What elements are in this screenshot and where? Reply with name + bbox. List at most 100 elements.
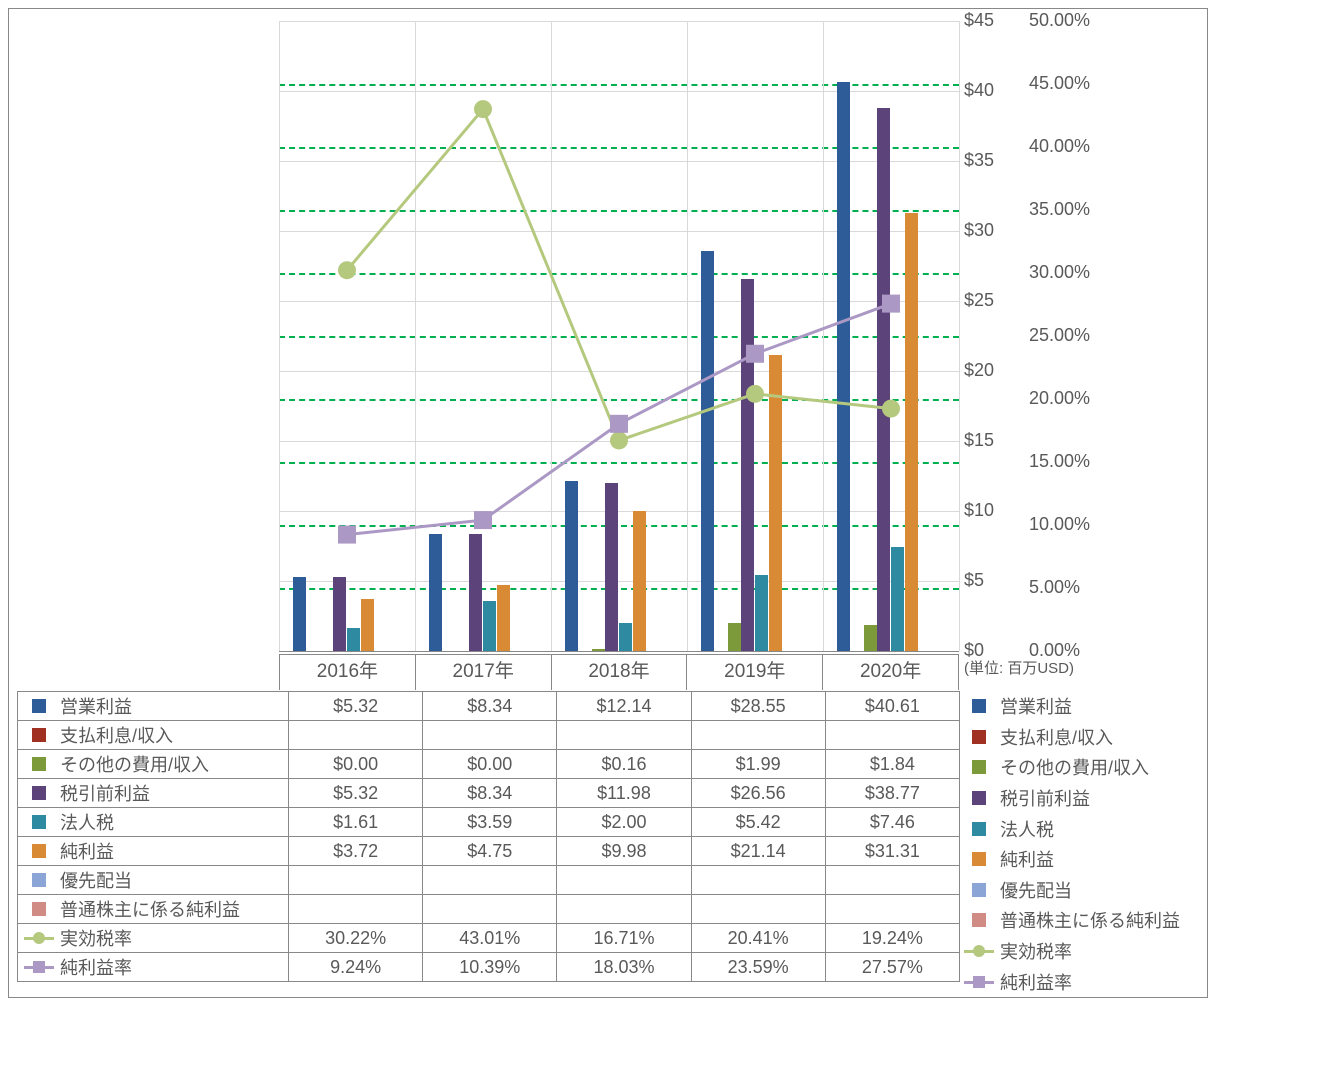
- cell: [825, 721, 959, 750]
- table-row: 支払利息/収入: [18, 721, 960, 750]
- category-label: 2018年: [551, 654, 688, 690]
- cell: [557, 721, 691, 750]
- cell: [289, 895, 423, 924]
- legend-item-eff_tax: 実効税率: [964, 936, 1204, 967]
- secondary-tick-label: 45.00%: [1029, 73, 1104, 94]
- cell: 27.57%: [825, 953, 959, 982]
- cell: $0.16: [557, 750, 691, 779]
- category-label: 2017年: [415, 654, 552, 690]
- legend-item-pretax: 税引前利益: [964, 783, 1204, 814]
- secondary-tick-label: 25.00%: [1029, 325, 1104, 346]
- table-row: 普通株主に係る純利益: [18, 895, 960, 924]
- row-head-tax: 法人税: [18, 808, 289, 837]
- legend-item-net_income: 純利益: [964, 844, 1204, 875]
- cell: $28.55: [691, 692, 825, 721]
- table-row: 純利益率9.24%10.39%18.03%23.59%27.57%: [18, 953, 960, 982]
- cell: [557, 866, 691, 895]
- cell: $40.61: [825, 692, 959, 721]
- cell: [557, 895, 691, 924]
- cell: $5.32: [289, 692, 423, 721]
- legend-item-op_income: 営業利益: [964, 691, 1204, 722]
- cell: [289, 866, 423, 895]
- row-head-pretax: 税引前利益: [18, 779, 289, 808]
- secondary-tick-label: 5.00%: [1029, 577, 1104, 598]
- cell: $1.99: [691, 750, 825, 779]
- cell: $8.34: [423, 692, 557, 721]
- primary-tick-label: $30: [964, 220, 1014, 241]
- primary-y-axis-labels: $0$5$10$15$20$25$30$35$40$45: [964, 9, 1014, 674]
- primary-tick-label: $15: [964, 430, 1014, 451]
- primary-tick-label: $45: [964, 10, 1014, 31]
- cell: $7.46: [825, 808, 959, 837]
- cell: [423, 866, 557, 895]
- cell: [691, 721, 825, 750]
- primary-tick-label: $35: [964, 150, 1014, 171]
- cell: $1.61: [289, 808, 423, 837]
- secondary-tick-label: 10.00%: [1029, 514, 1104, 535]
- cell: 10.39%: [423, 953, 557, 982]
- row-head-eff_tax: 実効税率: [18, 924, 289, 953]
- table-row: 優先配当: [18, 866, 960, 895]
- cell: 43.01%: [423, 924, 557, 953]
- cell: $26.56: [691, 779, 825, 808]
- secondary-y-axis-labels: 0.00%5.00%10.00%15.00%20.00%25.00%30.00%…: [1029, 9, 1104, 674]
- chart-container: $0$5$10$15$20$25$30$35$40$45 0.00%5.00%1…: [0, 0, 1327, 1071]
- cell: $5.32: [289, 779, 423, 808]
- cell: $0.00: [423, 750, 557, 779]
- category-label: 2020年: [822, 654, 959, 690]
- cell: $5.42: [691, 808, 825, 837]
- cell: 9.24%: [289, 953, 423, 982]
- cell: $4.75: [423, 837, 557, 866]
- cell: $12.14: [557, 692, 691, 721]
- cell: [423, 721, 557, 750]
- primary-tick-label: $20: [964, 360, 1014, 381]
- legend-column: 営業利益支払利息/収入その他の費用/収入税引前利益法人税純利益優先配当普通株主に…: [964, 691, 1204, 997]
- cell: $3.72: [289, 837, 423, 866]
- table-row: 実効税率30.22%43.01%16.71%20.41%19.24%: [18, 924, 960, 953]
- legend-item-tax: 法人税: [964, 813, 1204, 844]
- table-row: 営業利益$5.32$8.34$12.14$28.55$40.61: [18, 692, 960, 721]
- cell: $11.98: [557, 779, 691, 808]
- secondary-tick-label: 35.00%: [1029, 199, 1104, 220]
- cell: $9.98: [557, 837, 691, 866]
- secondary-tick-label: 30.00%: [1029, 262, 1104, 283]
- legend-item-interest: 支払利息/収入: [964, 722, 1204, 753]
- cell: 18.03%: [557, 953, 691, 982]
- row-head-net_margin: 純利益率: [18, 953, 289, 982]
- data-table: 営業利益$5.32$8.34$12.14$28.55$40.61支払利息/収入そ…: [17, 691, 960, 982]
- cell: $38.77: [825, 779, 959, 808]
- row-head-interest: 支払利息/収入: [18, 721, 289, 750]
- secondary-tick-label: 20.00%: [1029, 388, 1104, 409]
- category-label: 2016年: [279, 654, 416, 690]
- plot-region: [279, 21, 959, 652]
- cell: $2.00: [557, 808, 691, 837]
- row-head-op_income: 営業利益: [18, 692, 289, 721]
- legend-item-other_exp: その他の費用/収入: [964, 752, 1204, 783]
- line-layer: [279, 21, 959, 651]
- legend-item-common_ni: 普通株主に係る純利益: [964, 905, 1204, 936]
- row-head-other_exp: その他の費用/収入: [18, 750, 289, 779]
- row-head-common_ni: 普通株主に係る純利益: [18, 895, 289, 924]
- cell: [691, 895, 825, 924]
- category-axis-labels: 2016年2017年2018年2019年2020年: [279, 654, 959, 690]
- cell: [825, 895, 959, 924]
- cell: [423, 895, 557, 924]
- primary-tick-label: $10: [964, 500, 1014, 521]
- primary-tick-label: $40: [964, 80, 1014, 101]
- cell: 16.71%: [557, 924, 691, 953]
- category-label: 2019年: [686, 654, 823, 690]
- unit-label: (単位: 百万USD): [964, 657, 1074, 678]
- cell: $1.84: [825, 750, 959, 779]
- cell: 23.59%: [691, 953, 825, 982]
- row-head-pref_div: 優先配当: [18, 866, 289, 895]
- cell: $31.31: [825, 837, 959, 866]
- row-head-net_income: 純利益: [18, 837, 289, 866]
- secondary-tick-label: 15.00%: [1029, 451, 1104, 472]
- table-row: その他の費用/収入$0.00$0.00$0.16$1.99$1.84: [18, 750, 960, 779]
- chart-frame: $0$5$10$15$20$25$30$35$40$45 0.00%5.00%1…: [8, 8, 1208, 998]
- primary-tick-label: $25: [964, 290, 1014, 311]
- cell: $21.14: [691, 837, 825, 866]
- cell: $3.59: [423, 808, 557, 837]
- secondary-tick-label: 50.00%: [1029, 10, 1104, 31]
- cell: [289, 721, 423, 750]
